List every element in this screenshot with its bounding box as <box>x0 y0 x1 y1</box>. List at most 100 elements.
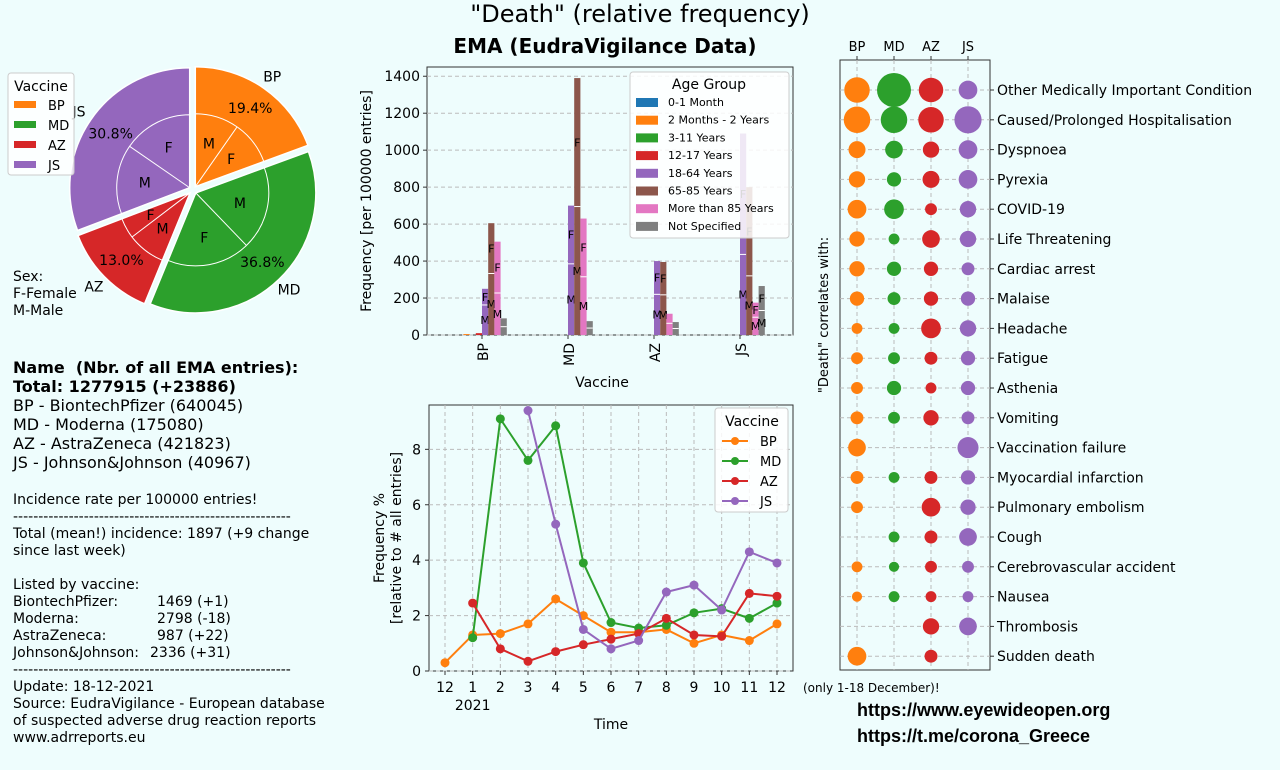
footnote: (only 1-18 December)! <box>803 681 940 695</box>
bar-sex-label: F <box>574 136 580 149</box>
vaccine-entry: BP - BiontechPfizer (640045) <box>13 396 244 415</box>
bar-sex-label: M <box>659 309 669 322</box>
y-tick-label: 0 <box>412 664 421 680</box>
bar-js <box>752 302 759 335</box>
legend-label: BP <box>760 435 777 450</box>
point-bp <box>440 658 450 668</box>
bubble-az <box>924 470 938 484</box>
point-md <box>744 613 754 623</box>
row-label: Pulmonary embolism <box>997 500 1145 516</box>
legend-title: Vaccine <box>725 414 779 430</box>
bubble-az <box>925 591 937 603</box>
x-tick-label: 6 <box>607 680 616 696</box>
legend-swatch <box>636 221 658 231</box>
legend-label: 0-1 Month <box>668 96 724 109</box>
update-date: Update: 18-12-2021 <box>13 679 155 695</box>
legend-label: 65-85 Years <box>668 185 733 198</box>
bar-sex-label: M <box>480 314 490 327</box>
row-label: Myocardial infarction <box>997 470 1144 486</box>
bar-sex-label: F <box>482 291 488 304</box>
bubble-az <box>918 107 944 133</box>
legend-swatch <box>636 151 658 161</box>
x-tick-label: 2 <box>496 680 505 696</box>
legend-marker <box>731 457 739 465</box>
bubble-js <box>958 170 978 189</box>
bubble-md <box>877 73 911 107</box>
pie-vaccine-label: JS <box>72 104 86 120</box>
total-entries: Total: 1277915 (+23886) <box>13 377 236 396</box>
pie-percent-label: 13.0% <box>99 253 143 269</box>
y-axis-label: Frequency [per 100000 entries] <box>359 90 375 312</box>
bar-sex-label: M <box>745 299 755 312</box>
bubble-js <box>959 528 977 546</box>
legend-swatch <box>636 204 658 214</box>
bubble-js <box>960 380 976 396</box>
bubble-js <box>959 320 977 337</box>
row-label: Vomiting <box>997 411 1059 427</box>
bubble-md <box>887 292 901 306</box>
legend-label: 3-11 Years <box>668 131 726 144</box>
website-link[interactable]: https://www.eyewideopen.org <box>857 700 1111 720</box>
bubble-az <box>922 141 940 158</box>
row-label: Fatigue <box>997 351 1048 367</box>
point-az <box>661 613 671 623</box>
bubble-md <box>888 561 900 572</box>
row-label: COVID-19 <box>997 202 1065 218</box>
legend-label: JS <box>759 495 772 510</box>
x-axis-label: Vaccine <box>575 375 629 391</box>
bubble-md <box>888 352 900 365</box>
telegram-link[interactable]: https://t.me/corona_Greece <box>857 726 1091 746</box>
bubble-bp <box>848 141 866 159</box>
y-axis-label: "Death" correlates with: <box>817 237 832 393</box>
bar-legend: Age Group 0-1 Month 2 Months - 2 Years 3-11… <box>629 71 790 239</box>
pie-chart: MF19.4%BPMF36.8%MDMF13.0%AZMF30.8%JSVacc… <box>7 65 317 319</box>
row-label: Cardiac arrest <box>997 262 1096 278</box>
bubble-md <box>888 531 900 543</box>
y-axis-label: Frequency % <box>372 493 388 583</box>
bubble-az <box>925 203 937 216</box>
row-label: Dyspnoea <box>997 143 1067 159</box>
legend-label: 2 Months - 2 Years <box>668 114 769 127</box>
bar-sex-label: M <box>757 317 767 330</box>
legend-swatch <box>636 115 658 125</box>
pie-percent-label: 19.4% <box>228 101 272 117</box>
bubble-md <box>884 199 904 220</box>
incidence-note: Incidence rate per 100000 entries! <box>13 492 258 508</box>
x-tick-label: 10 <box>713 680 731 696</box>
legend-label: 18-64 Years <box>668 167 733 180</box>
bar-sex-label: M <box>652 309 662 322</box>
bubble-bp <box>847 199 867 219</box>
pie-slice-js <box>68 66 191 232</box>
bubble-js <box>959 230 977 248</box>
chart-subtitle: EMA (EudraVigilance Data) <box>453 34 757 58</box>
legend-label: BP <box>48 99 65 114</box>
bubble-bp <box>848 438 866 457</box>
vaccine-entry: MD - Moderna (175080) <box>13 415 204 434</box>
total-incidence: Total (mean!) incidence: 1897 (+9 change <box>13 526 310 542</box>
x-tick-label: AZ <box>648 343 664 362</box>
bubble-js <box>954 106 982 134</box>
bubble-md <box>888 233 900 245</box>
y-tick-label: 400 <box>393 254 420 270</box>
row-label: Vaccination failure <box>997 441 1126 457</box>
pie-slice-bp <box>194 65 309 188</box>
bubble-bp <box>850 470 864 484</box>
bubble-md <box>880 106 908 134</box>
bubble-js <box>961 262 975 276</box>
bar-sex-label: F <box>494 261 500 274</box>
point-az <box>495 644 505 654</box>
pie-sex-label: M <box>157 222 169 238</box>
bar-az <box>666 313 673 335</box>
pie-vaccine-label: AZ <box>84 280 103 296</box>
x-tick-label: 9 <box>690 680 699 696</box>
pie-sex-divider <box>194 126 238 188</box>
line-md <box>471 416 778 638</box>
bubble-az <box>924 351 938 365</box>
x-tick-label: 12 <box>768 680 786 696</box>
bubble-bp <box>849 261 865 277</box>
point-md <box>661 620 671 630</box>
point-js <box>634 636 644 646</box>
legend-label: Not Specified <box>668 220 741 233</box>
bubble-bp <box>848 171 866 188</box>
listed-by-header: Listed by vaccine: <box>13 577 140 593</box>
